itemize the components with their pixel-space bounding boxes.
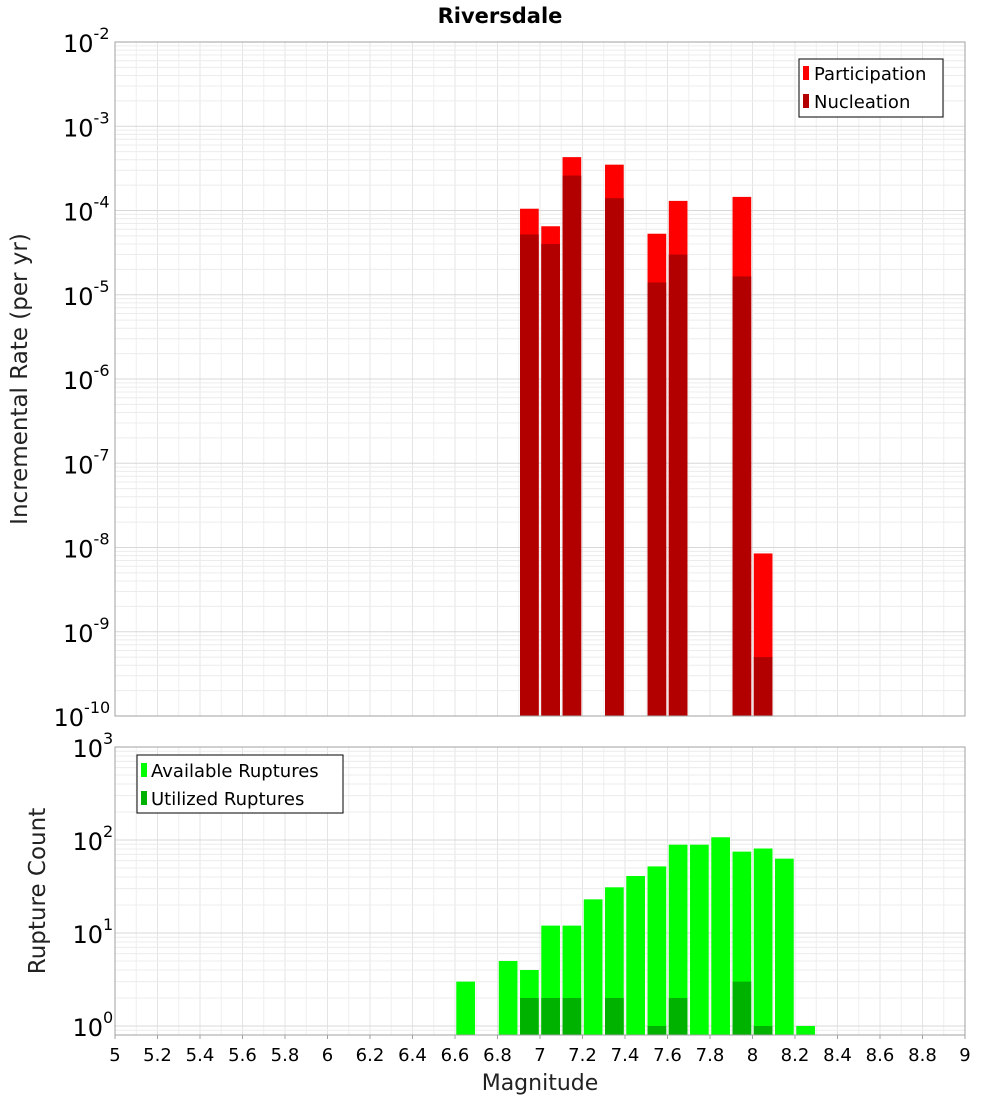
count-panel: 100 101 102 103 Rupture Count Available Rup… — [25, 729, 971, 1096]
x-tick-label: 7.8 — [696, 1045, 725, 1066]
x-tick-label: 8.2 — [781, 1045, 810, 1066]
rate-legend: Participation Nucleation — [798, 58, 944, 118]
count-y-axis-label: Rupture Count — [25, 808, 51, 974]
x-tick-label: 5 — [109, 1045, 120, 1066]
count-bar-available-ruptures — [626, 876, 645, 1035]
count-y-tick-label: 100 — [73, 1008, 114, 1042]
rate-panel: 10-10 10-9 10-8 10-7 10-6 10-5 10-4 10-3 10-2 In… — [7, 24, 966, 732]
x-tick-label: 5.6 — [228, 1045, 257, 1066]
rate-y-tick-label: 10-9 — [63, 614, 110, 648]
count-bar-utilized-ruptures — [647, 1025, 667, 1035]
rate-legend-box — [798, 58, 944, 118]
rate-y-axis-label: Incremental Rate (per yr) — [7, 233, 33, 525]
x-tick-label: 5.4 — [186, 1045, 215, 1066]
count-y-tick-label: 102 — [73, 822, 114, 856]
count-legend-box — [136, 754, 344, 814]
rate-bar-nucleation — [541, 244, 560, 717]
x-tick-label: 7 — [534, 1045, 545, 1066]
rate-bar-nucleation — [668, 254, 688, 716]
count-bar-available-ruptures — [796, 1025, 815, 1035]
rate-y-tick-label: 10-3 — [63, 108, 110, 142]
x-tick-label: 6.6 — [441, 1045, 470, 1066]
count-bar-utilized-ruptures — [562, 997, 582, 1035]
legend-label-utilized-ruptures: Utilized Ruptures — [151, 789, 304, 810]
count-bar-available-ruptures — [583, 899, 603, 1035]
count-bar-utilized-ruptures — [753, 1025, 773, 1035]
count-bar-utilized-ruptures — [520, 997, 539, 1035]
count-bar-utilized-ruptures — [732, 981, 752, 1035]
count-bar-available-ruptures — [456, 981, 475, 1035]
count-bar-available-ruptures — [647, 866, 667, 1035]
rate-plot-frame — [114, 41, 966, 717]
rate-y-ticks: 10-10 10-9 10-8 10-7 10-6 10-5 10-4 10-3 10-2 — [54, 24, 111, 732]
x-tick-label: 7.6 — [653, 1045, 682, 1066]
count-bar-available-ruptures — [711, 837, 730, 1035]
count-bar-available-ruptures — [498, 960, 518, 1035]
rate-y-tick-label: 10-6 — [63, 361, 110, 395]
legend-label-participation: Participation — [814, 64, 926, 85]
rate-y-tick-label: 10-4 — [63, 193, 110, 227]
x-tick-label: 8 — [747, 1045, 758, 1066]
count-bar-utilized-ruptures — [605, 997, 624, 1035]
x-axis-label: Magnitude — [482, 1071, 599, 1096]
count-y-ticks: 100 101 102 103 — [73, 729, 114, 1042]
rate-grid — [114, 42, 966, 717]
rate-bar-nucleation — [732, 276, 752, 716]
x-tick-label: 5.8 — [271, 1045, 300, 1066]
count-bar-available-ruptures — [775, 858, 794, 1035]
legend-swatch-nucleation — [803, 94, 809, 108]
legend-label-nucleation: Nucleation — [814, 92, 910, 113]
x-tick-label: 9 — [959, 1045, 970, 1066]
x-tick-label: 7.4 — [611, 1045, 640, 1066]
count-bar-utilized-ruptures — [541, 997, 560, 1035]
rate-bar-nucleation — [605, 198, 624, 716]
rate-y-tick-label: 10-10 — [54, 698, 111, 732]
rate-bars — [520, 157, 773, 717]
count-bars — [456, 837, 815, 1035]
rate-y-tick-label: 10-7 — [63, 445, 110, 479]
rate-bar-nucleation — [647, 282, 667, 716]
chart-title: Riversdale — [438, 4, 563, 28]
magnitude-x-ticks: 5 5.2 5.4 5.6 5.8 6 6.2 6.4 6.6 6.8 7 7.2 7.4 7.6 7.8 8… — [109, 1035, 971, 1066]
legend-swatch-available-ruptures — [141, 763, 147, 777]
x-tick-label: 6.2 — [356, 1045, 385, 1066]
count-bar-available-ruptures — [753, 848, 773, 1035]
rate-y-tick-label: 10-2 — [63, 24, 110, 58]
x-tick-label: 8.8 — [908, 1045, 937, 1066]
count-y-tick-label: 101 — [73, 915, 114, 949]
x-tick-label: 6 — [322, 1045, 333, 1066]
x-tick-label: 8.6 — [866, 1045, 895, 1066]
count-y-tick-label: 103 — [73, 729, 114, 763]
rate-y-tick-label: 10-5 — [63, 277, 110, 311]
x-tick-label: 6.4 — [398, 1045, 427, 1066]
x-tick-label: 7.2 — [568, 1045, 597, 1066]
rate-bar-nucleation — [562, 175, 582, 716]
count-bar-available-ruptures — [690, 844, 709, 1035]
rate-bar-nucleation — [753, 657, 773, 716]
count-bar-utilized-ruptures — [668, 997, 688, 1035]
x-tick-label: 8.4 — [823, 1045, 852, 1066]
count-legend: Available Ruptures Utilized Ruptures — [136, 754, 344, 814]
x-tick-label: 5.2 — [143, 1045, 172, 1066]
legend-swatch-participation — [803, 66, 809, 80]
rate-bar-nucleation — [520, 234, 539, 717]
rate-y-tick-label: 10-8 — [63, 530, 110, 564]
x-tick-label: 6.8 — [483, 1045, 512, 1066]
legend-swatch-utilized-ruptures — [141, 791, 147, 805]
legend-label-available-ruptures: Available Ruptures — [151, 761, 319, 782]
count-bar-available-ruptures — [668, 844, 688, 1035]
